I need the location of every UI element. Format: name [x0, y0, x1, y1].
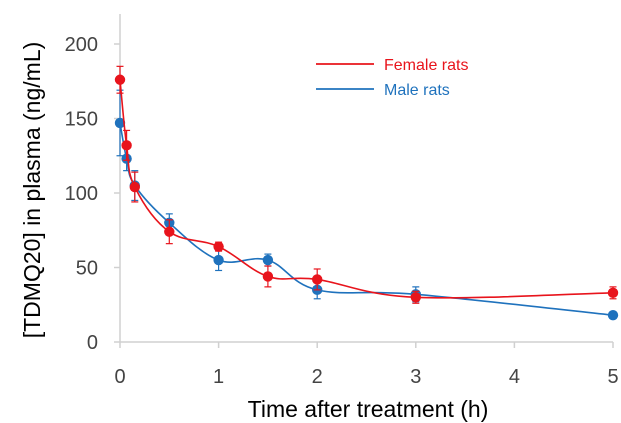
- data-point-female: [312, 274, 323, 285]
- x-tick-label: 5: [607, 366, 618, 388]
- x-tick-label: 1: [213, 366, 224, 388]
- y-tick-label: 100: [65, 183, 98, 205]
- series-line-male: [119, 122, 614, 316]
- data-point-female: [410, 292, 421, 303]
- data-point-female: [213, 241, 224, 252]
- y-tick-label: 0: [87, 332, 98, 354]
- x-tick-label: 4: [509, 366, 520, 388]
- y-tick-label: 200: [65, 34, 98, 56]
- data-point-female: [164, 226, 175, 237]
- y-tick-label: 150: [65, 109, 98, 131]
- series-layer: [114, 65, 619, 321]
- x-tick-label: 3: [410, 366, 421, 388]
- data-point-female: [607, 287, 619, 299]
- x-tick-label: 0: [114, 366, 125, 388]
- legend-label-male: Male rats: [384, 82, 450, 99]
- series-female: [114, 65, 619, 304]
- data-point-female: [262, 271, 274, 282]
- legend: Female rats Male rats: [316, 57, 468, 99]
- data-point-female: [129, 181, 140, 193]
- series-male: [114, 89, 619, 321]
- x-axis-title: Time after treatment (h): [248, 396, 489, 422]
- data-point-male: [114, 117, 126, 129]
- data-point-male: [607, 309, 619, 321]
- series-line-female: [119, 79, 614, 299]
- data-point-female: [121, 140, 132, 151]
- legend-label-female: Female rats: [384, 57, 468, 74]
- data-point-male: [262, 254, 274, 266]
- y-tick-label: 50: [76, 258, 98, 280]
- data-point-male: [213, 254, 224, 266]
- axes: 0 50 100 150 200 0 1 2 3 4 5: [65, 14, 619, 388]
- data-point-female: [114, 74, 126, 85]
- y-axis-title: [TDMQ20] in plasma (ng/mL): [19, 42, 45, 339]
- x-tick-label: 2: [312, 366, 323, 388]
